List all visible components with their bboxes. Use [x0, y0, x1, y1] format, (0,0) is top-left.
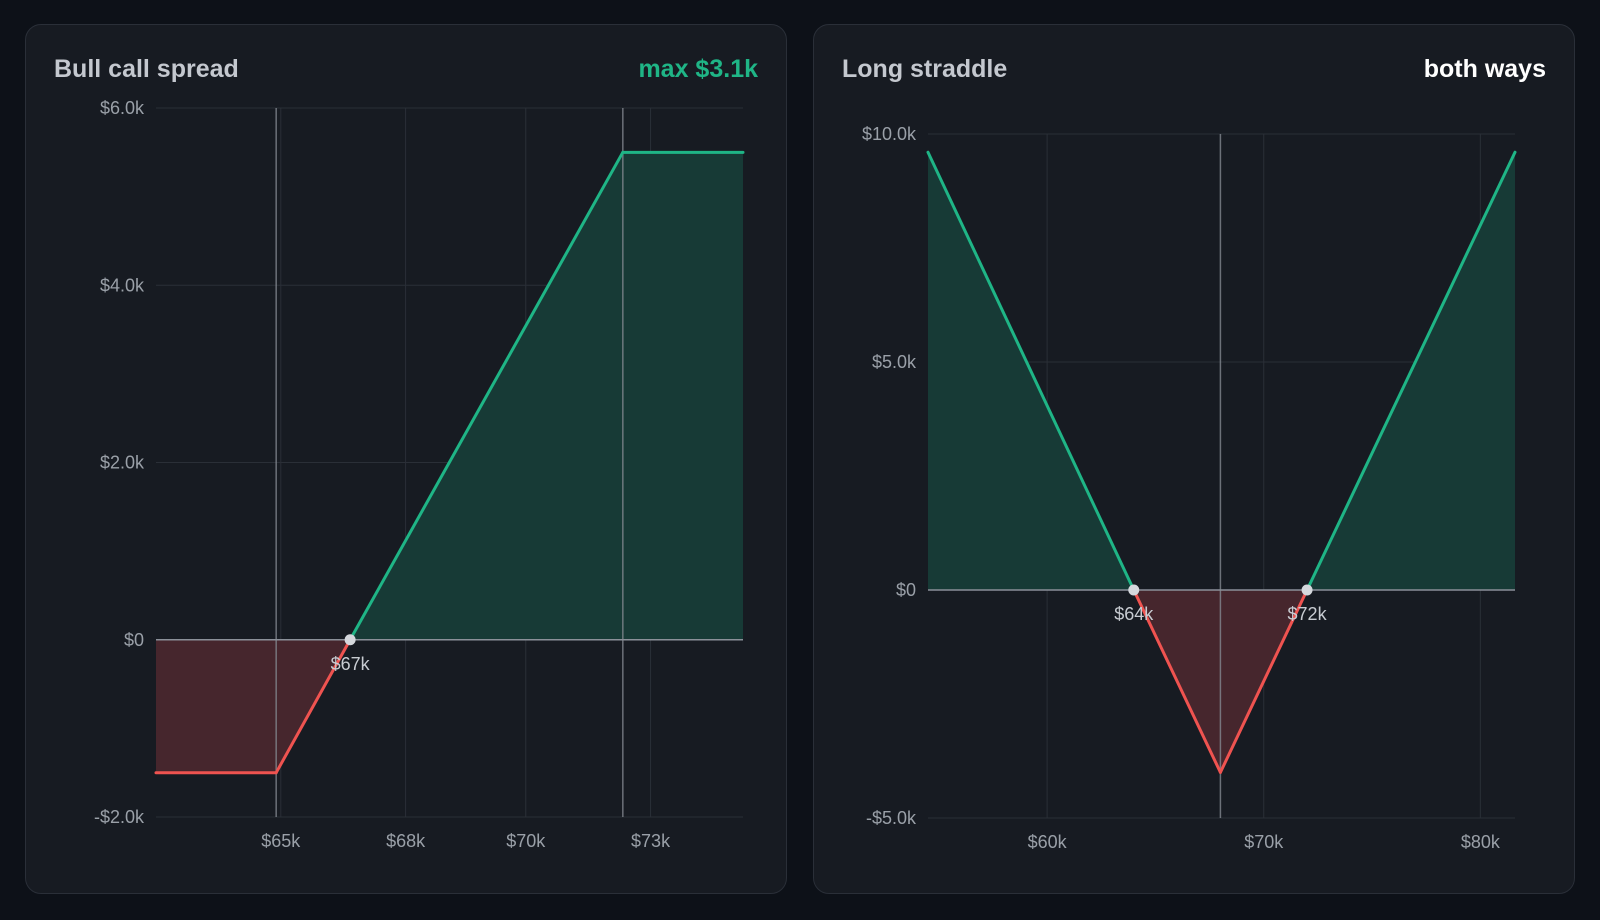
y-tick-label: -$2.0k [94, 807, 145, 827]
profit-area [622, 152, 743, 640]
x-tick-label: $70k [506, 831, 546, 851]
bull-call-spread-chart: -$2.0k $0 $2.0k $4.0k $6.0k $65k $68k $70k $73k $… [94, 98, 745, 851]
payoff-line-profit [926, 150, 1136, 592]
breakeven-label: $64k [1114, 604, 1154, 624]
y-tick-label: $10.0k [862, 124, 917, 144]
payoff-line-loss [1132, 588, 1222, 774]
payoff-line-loss [274, 638, 352, 775]
long-straddle-chart: -$5.0k $0 $5.0k $10.0k $60k $70k $80k $64k $72k [862, 124, 1517, 852]
max-profit-badge: max $3.1k [638, 55, 758, 83]
x-tick-label: $68k [386, 831, 426, 851]
payoff-line-loss [1218, 588, 1309, 774]
y-tick-label: $0 [896, 580, 916, 600]
breakeven-point [1301, 584, 1313, 596]
long-straddle-panel: Long straddle both ways -$5.0k $0 $5.0k $10… [813, 24, 1575, 894]
panel-title: Long straddle [842, 55, 1008, 83]
y-tick-label: -$5.0k [866, 808, 917, 828]
payoff-line-profit [1305, 150, 1517, 592]
loss-area [1220, 590, 1308, 773]
x-tick-label: $73k [631, 831, 671, 851]
x-tick-label: $60k [1028, 832, 1068, 852]
x-tick-label: $70k [1244, 832, 1284, 852]
bull-call-spread-panel: Bull call spread max $3.1k -$2.0k $0 $2.0k… [25, 24, 787, 894]
y-tick-label: $6.0k [100, 98, 145, 118]
breakeven-label: $72k [1288, 604, 1328, 624]
direction-badge: both ways [1423, 55, 1546, 83]
y-tick-label: $2.0k [100, 453, 145, 473]
y-tick-label: $5.0k [872, 352, 917, 372]
panel-title: Bull call spread [54, 55, 239, 83]
x-tick-label: $80k [1461, 832, 1501, 852]
payoff-line-profit [348, 150, 625, 642]
breakeven-label: $67k [331, 654, 371, 674]
breakeven-point [344, 634, 356, 646]
y-tick-label: $0 [124, 630, 144, 650]
breakeven-point [1128, 584, 1140, 596]
loss-area [156, 639, 277, 773]
x-tick-label: $65k [261, 831, 301, 851]
y-tick-label: $4.0k [100, 275, 145, 295]
